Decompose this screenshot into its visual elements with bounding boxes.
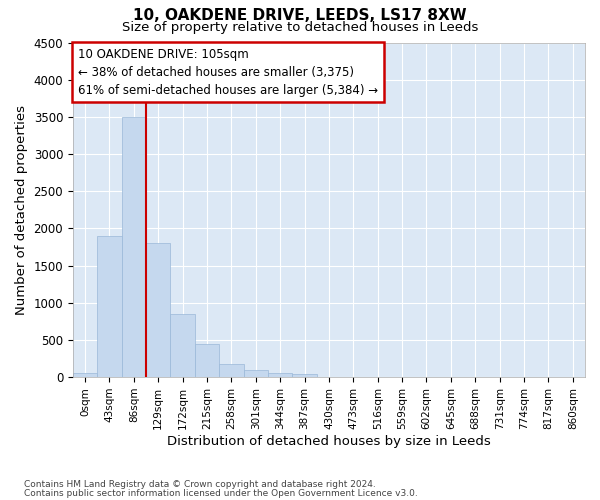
- Text: 10, OAKDENE DRIVE, LEEDS, LS17 8XW: 10, OAKDENE DRIVE, LEEDS, LS17 8XW: [133, 8, 467, 22]
- Bar: [195, 344, 219, 377]
- Bar: [146, 244, 170, 377]
- Y-axis label: Number of detached properties: Number of detached properties: [15, 105, 28, 315]
- Bar: [170, 314, 195, 377]
- Bar: [268, 373, 292, 377]
- Bar: [97, 236, 122, 377]
- Bar: [292, 374, 317, 377]
- Text: Contains public sector information licensed under the Open Government Licence v3: Contains public sector information licen…: [24, 489, 418, 498]
- Bar: [122, 117, 146, 377]
- Bar: [219, 364, 244, 377]
- X-axis label: Distribution of detached houses by size in Leeds: Distribution of detached houses by size …: [167, 434, 491, 448]
- Text: Contains HM Land Registry data © Crown copyright and database right 2024.: Contains HM Land Registry data © Crown c…: [24, 480, 376, 489]
- Text: Size of property relative to detached houses in Leeds: Size of property relative to detached ho…: [122, 21, 478, 34]
- Bar: [244, 370, 268, 377]
- Text: 10 OAKDENE DRIVE: 105sqm
← 38% of detached houses are smaller (3,375)
61% of sem: 10 OAKDENE DRIVE: 105sqm ← 38% of detach…: [78, 48, 378, 96]
- Bar: [73, 374, 97, 377]
